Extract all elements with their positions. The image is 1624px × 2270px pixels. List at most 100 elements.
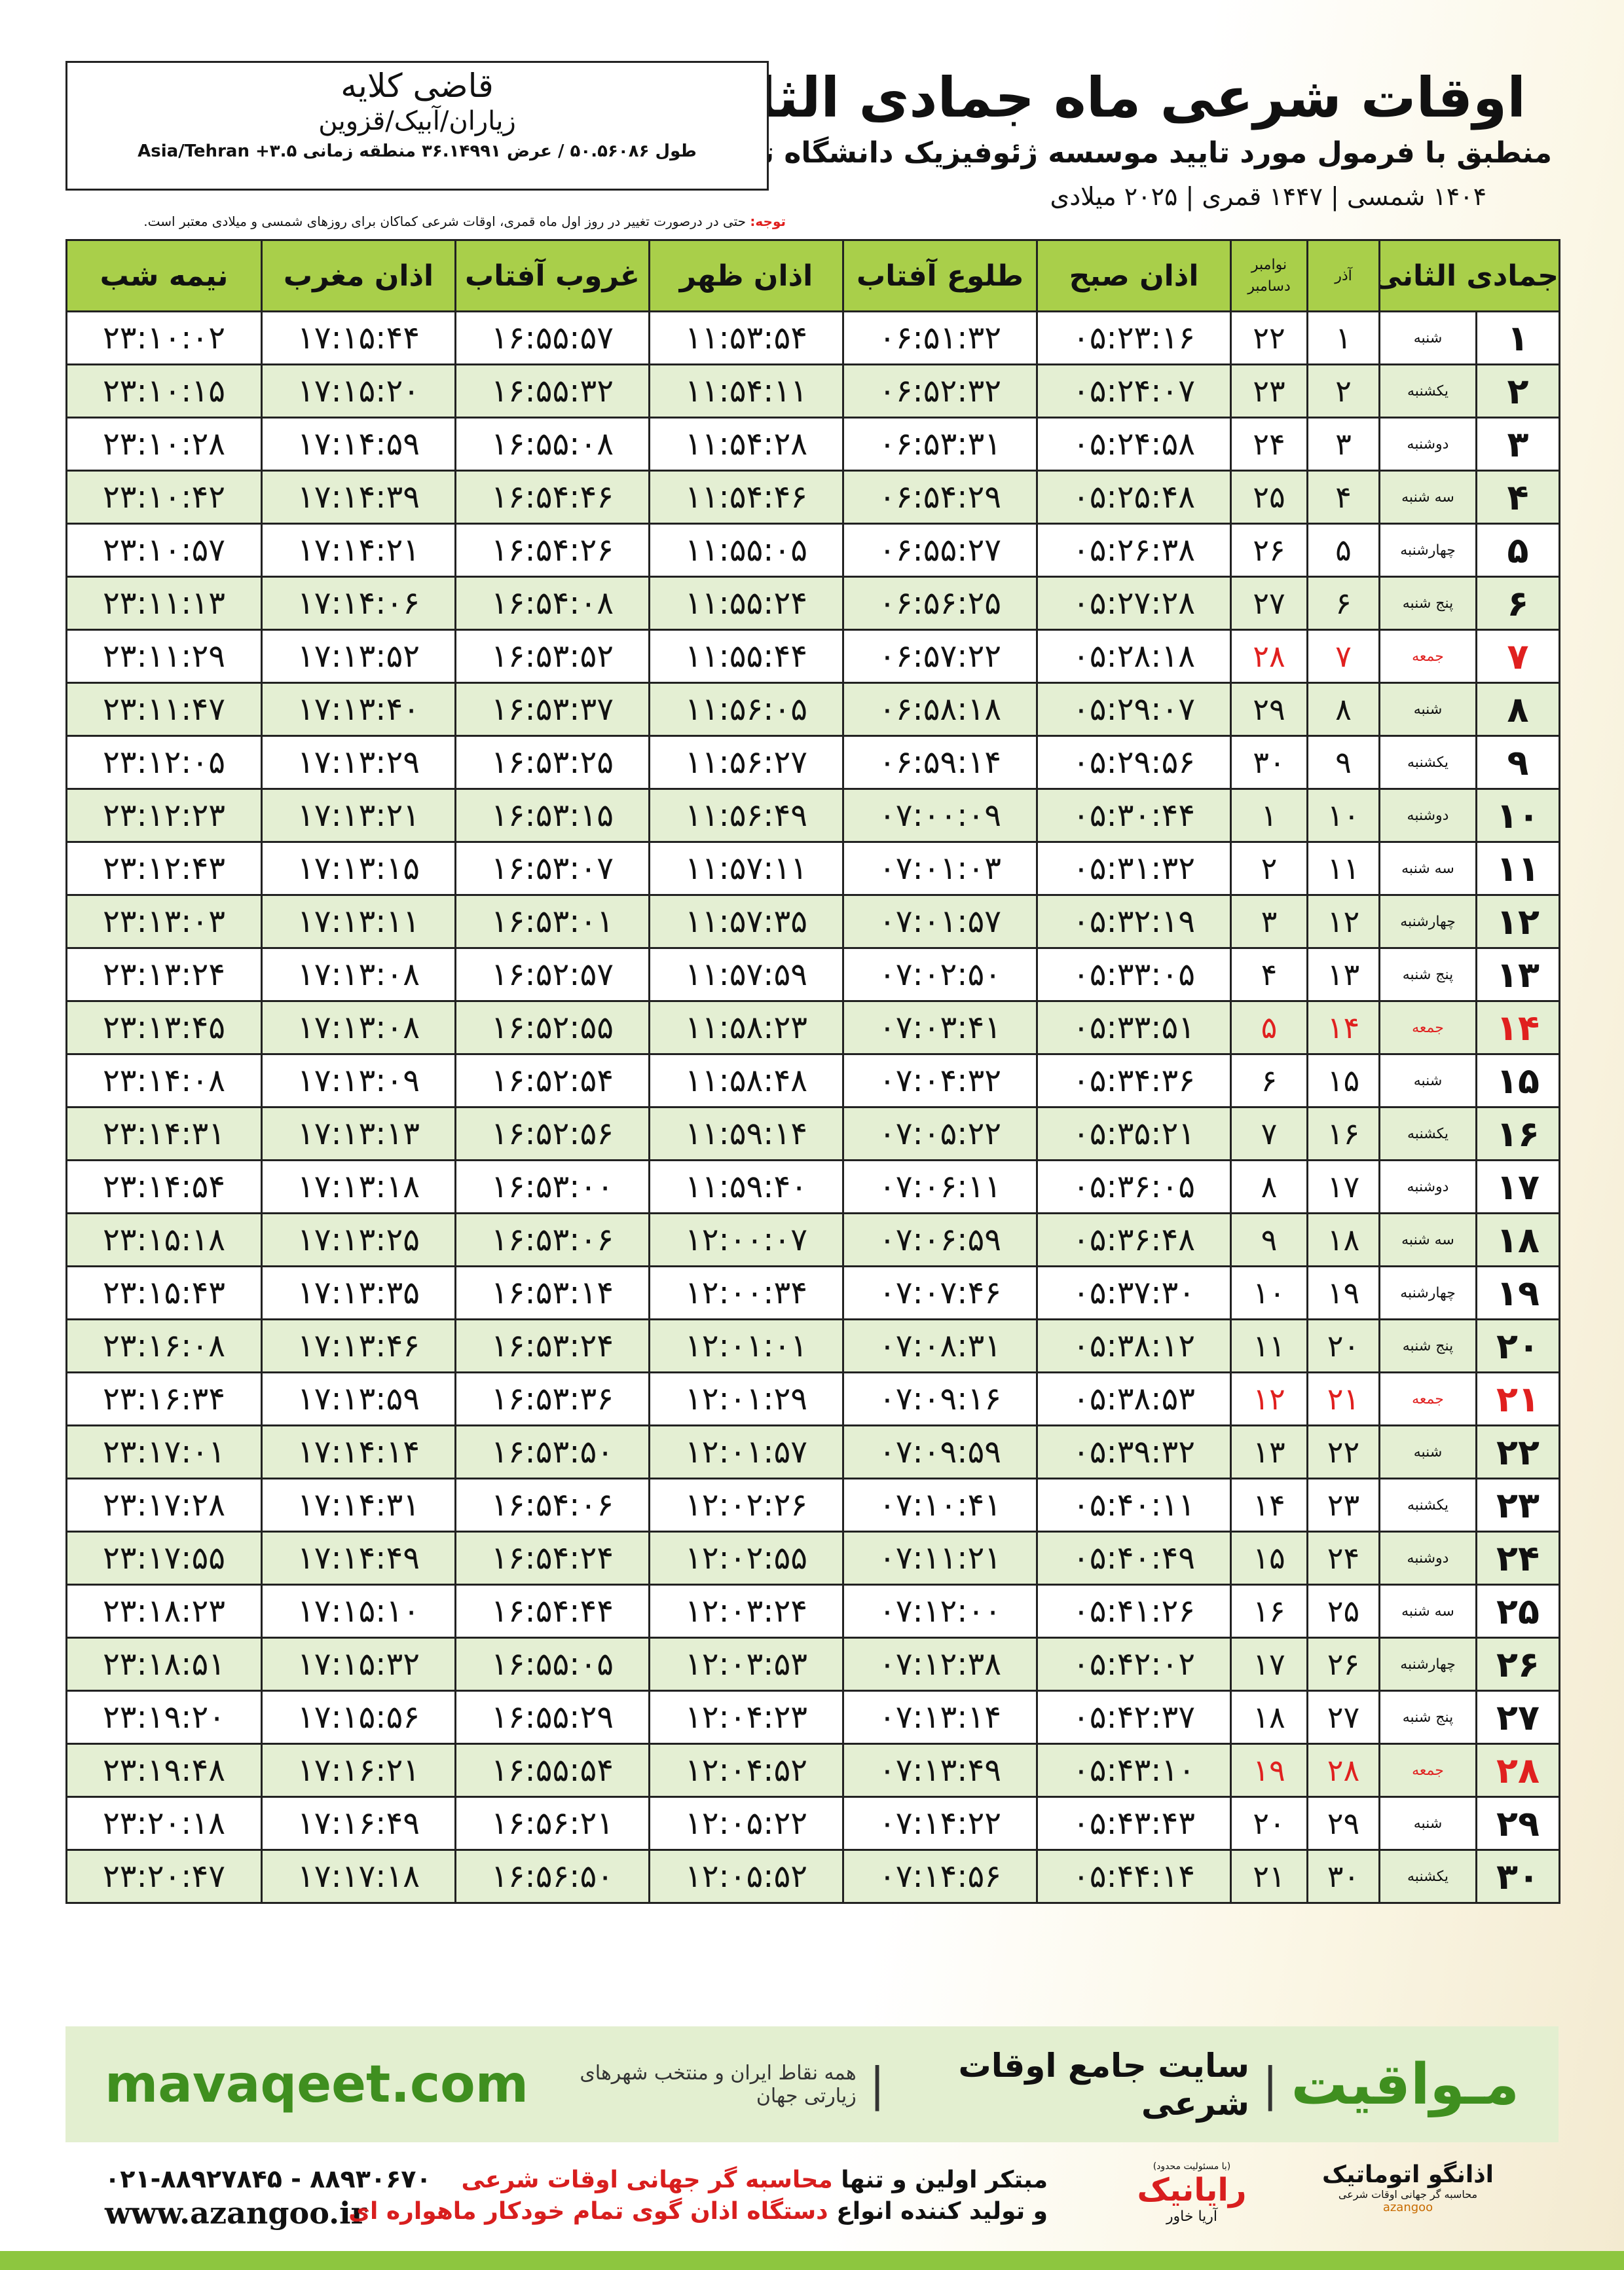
day-cell: ۱ <box>1306 310 1380 365</box>
url[interactable]: mavaqeet.com <box>105 2055 529 2114</box>
note: توجه: حتی در درصورت تغییر در روز اول ماه… <box>65 214 786 229</box>
day-cell: ۳ <box>1230 894 1308 949</box>
day-cell: ۲۸ <box>1475 1743 1561 1798</box>
table-row: ۱ شنبه ۱ ۲۲ ۰۵:۲۳:۱۶ ۰۶:۵۱:۳۲ ۱۱:۵۳:۵۴ ۱۶:۵۵:۵۷… <box>65 310 1561 365</box>
day-cell: ۱۵ <box>1475 1053 1561 1108</box>
day-cell: ۱۷ <box>1230 1637 1308 1692</box>
day-cell: ۲۳ <box>1475 1478 1561 1533</box>
time-cell: ۱۲:۰۵:۵۲ <box>648 1849 844 1904</box>
table-row: ۲۳ یکشنبه ۲۳ ۱۴ ۰۵:۴۰:۱۱ ۰۷:۱۰:۴۱ ۱۲:۰۲:۲۶ ۱۶:۵… <box>65 1478 1561 1533</box>
table-row: ۷ جمعه ۷ ۲۸ ۰۵:۲۸:۱۸ ۰۶:۵۷:۲۲ ۱۱:۵۵:۴۴ ۱۶:۵۳:۵۲… <box>65 629 1561 684</box>
time-cell: ۱۶:۵۳:۳۷ <box>454 682 650 737</box>
table-row: ۱۰ دوشنبه ۱۰ ۱ ۰۵:۳۰:۴۴ ۰۷:۰۰:۰۹ ۱۱:۵۶:۴۹ ۱۶:۵۳… <box>65 788 1561 843</box>
day-cell: ۲۴ <box>1475 1531 1561 1586</box>
logo-note: (با مسئولیت محدود) <box>1153 2161 1231 2172</box>
day-cell: شنبه <box>1378 1424 1478 1479</box>
time-cell: ۱۶:۵۳:۰۷ <box>454 841 650 896</box>
phones: ۰۲۱-۸۸۹۲۷۸۴۵ - ۸۸۹۳۰۶۷۰ <box>105 2165 432 2193</box>
time-cell: ۱۱:۵۶:۰۵ <box>648 682 844 737</box>
time-cell: ۱۷:۱۵:۴۴ <box>261 310 456 365</box>
time-cell: ۰۶:۵۸:۱۸ <box>842 682 1038 737</box>
day-cell: ۱۶ <box>1475 1106 1561 1161</box>
time-cell: ۰۷:۰۹:۵۹ <box>842 1424 1038 1479</box>
time-cell: ۱۷:۱۴:۳۹ <box>261 470 456 525</box>
day-cell: ۹ <box>1306 735 1380 790</box>
time-cell: ۱۶:۵۳:۳۶ <box>454 1371 650 1426</box>
time-cell: ۱۶:۵۳:۱۴ <box>454 1265 650 1320</box>
day-cell: ۱۷ <box>1475 1159 1561 1214</box>
location-coords: طول ۵۰.۵۶۰۸۶ / عرض ۳۶.۱۴۹۹۱ منطقه زمانی … <box>138 141 697 161</box>
day-cell: ۲۵ <box>1306 1584 1380 1639</box>
time-cell: ۲۳:۱۴:۰۸ <box>65 1053 263 1108</box>
day-cell: ۳ <box>1306 417 1380 472</box>
time-cell: ۰۵:۲۶:۳۸ <box>1036 523 1232 578</box>
table-row: ۲۴ دوشنبه ۲۴ ۱۵ ۰۵:۴۰:۴۹ ۰۷:۱۱:۲۱ ۱۲:۰۲:۵۵ ۱۶:۵… <box>65 1531 1561 1586</box>
time-cell: ۱۷:۱۶:۴۹ <box>261 1796 456 1851</box>
day-cell: ۸ <box>1475 682 1561 737</box>
time-cell: ۱۶:۵۳:۵۰ <box>454 1424 650 1479</box>
title: اوقات شرعی ماه جمادی الثانی <box>680 65 1526 130</box>
day-cell: ۲۸ <box>1306 1743 1380 1798</box>
time-cell: ۰۷:۰۱:۰۳ <box>842 841 1038 896</box>
day-cell: چهارشنبه <box>1378 523 1478 578</box>
day-cell: دوشنبه <box>1378 788 1478 843</box>
time-cell: ۰۵:۲۹:۵۶ <box>1036 735 1232 790</box>
table-row: ۱۲ چهارشنبه ۱۲ ۳ ۰۵:۳۲:۱۹ ۰۷:۰۱:۵۷ ۱۱:۵۷:۳۵ ۱۶:… <box>65 894 1561 949</box>
column-header: آذر <box>1306 239 1380 312</box>
day-cell: ۱۹ <box>1475 1265 1561 1320</box>
time-cell: ۱۶:۵۵:۰۸ <box>454 417 650 472</box>
time-cell: ۲۳:۱۶:۰۸ <box>65 1318 263 1373</box>
time-cell: ۱۱:۵۷:۱۱ <box>648 841 844 896</box>
time-cell: ۲۳:۱۷:۵۵ <box>65 1531 263 1586</box>
time-cell: ۰۵:۳۴:۳۶ <box>1036 1053 1232 1108</box>
time-cell: ۱۷:۱۳:۱۵ <box>261 841 456 896</box>
day-cell: ۳۰ <box>1306 1849 1380 1904</box>
time-cell: ۰۵:۳۵:۲۱ <box>1036 1106 1232 1161</box>
time-cell: ۰۷:۱۰:۴۱ <box>842 1478 1038 1533</box>
time-cell: ۱۲:۰۰:۰۷ <box>648 1212 844 1267</box>
day-cell: پنج شنبه <box>1378 947 1478 1002</box>
time-cell: ۰۵:۳۶:۴۸ <box>1036 1212 1232 1267</box>
time-cell: ۱۱:۵۳:۵۴ <box>648 310 844 365</box>
day-cell: ۲۱ <box>1230 1849 1308 1904</box>
day-cell: چهارشنبه <box>1378 1637 1478 1692</box>
time-cell: ۰۷:۰۶:۱۱ <box>842 1159 1038 1214</box>
time-cell: ۱۱:۵۴:۲۸ <box>648 417 844 472</box>
time-cell: ۰۶:۵۴:۲۹ <box>842 470 1038 525</box>
logo: (با مسئولیت محدود) رایانیک آریا خاور <box>1107 2161 1277 2225</box>
time-cell: ۲۳:۱۹:۲۰ <box>65 1690 263 1745</box>
column-header: اذان صبح <box>1036 239 1232 312</box>
time-cell: ۰۷:۰۴:۳۲ <box>842 1053 1038 1108</box>
time-cell: ۱۷:۱۳:۵۹ <box>261 1371 456 1426</box>
day-cell: ۲۹ <box>1306 1796 1380 1851</box>
column-header: جمادی الثانی <box>1378 239 1561 312</box>
time-cell: ۱۲:۰۲:۵۵ <box>648 1531 844 1586</box>
time-cell: ۱۷:۱۴:۰۶ <box>261 576 456 631</box>
time-cell: ۲۳:۱۷:۰۱ <box>65 1424 263 1479</box>
day-cell: یکشنبه <box>1378 363 1478 419</box>
tagline: سایت جامع اوقات شرعی <box>958 2046 1249 2123</box>
footer-line: و تولید کننده انواع دستگاه اذان گوی تمام… <box>348 2198 1048 2225</box>
day-cell: ۲۵ <box>1230 470 1308 525</box>
time-cell: ۱۶:۵۵:۳۲ <box>454 363 650 419</box>
day-cell: شنبه <box>1378 682 1478 737</box>
website[interactable]: www.azangoo.ir <box>105 2195 367 2231</box>
time-cell: ۲۳:۱۳:۰۳ <box>65 894 263 949</box>
time-cell: ۱۶:۵۳:۰۶ <box>454 1212 650 1267</box>
day-cell: ۱۱ <box>1230 1318 1308 1373</box>
day-cell: ۲۲ <box>1475 1424 1561 1479</box>
time-cell: ۰۷:۰۹:۱۶ <box>842 1371 1038 1426</box>
time-cell: ۱۶:۵۴:۰۶ <box>454 1478 650 1533</box>
time-cell: ۱۷:۱۷:۱۸ <box>261 1849 456 1904</box>
time-cell: ۱۲:۰۰:۳۴ <box>648 1265 844 1320</box>
day-cell: جمعه <box>1378 629 1478 684</box>
time-cell: ۰۵:۳۳:۵۱ <box>1036 1000 1232 1055</box>
column-header: نیمه شب <box>65 239 263 312</box>
table-row: ۲۱ جمعه ۲۱ ۱۲ ۰۵:۳۸:۵۳ ۰۷:۰۹:۱۶ ۱۲:۰۱:۲۹ ۱۶:۵۳:… <box>65 1371 1561 1426</box>
time-cell: ۲۳:۱۴:۵۴ <box>65 1159 263 1214</box>
time-cell: ۰۷:۰۵:۲۲ <box>842 1106 1038 1161</box>
day-cell: ۱۸ <box>1306 1212 1380 1267</box>
day-cell: ۲۴ <box>1230 417 1308 472</box>
time-cell: ۰۶:۵۵:۲۷ <box>842 523 1038 578</box>
day-cell: ۲۵ <box>1475 1584 1561 1639</box>
